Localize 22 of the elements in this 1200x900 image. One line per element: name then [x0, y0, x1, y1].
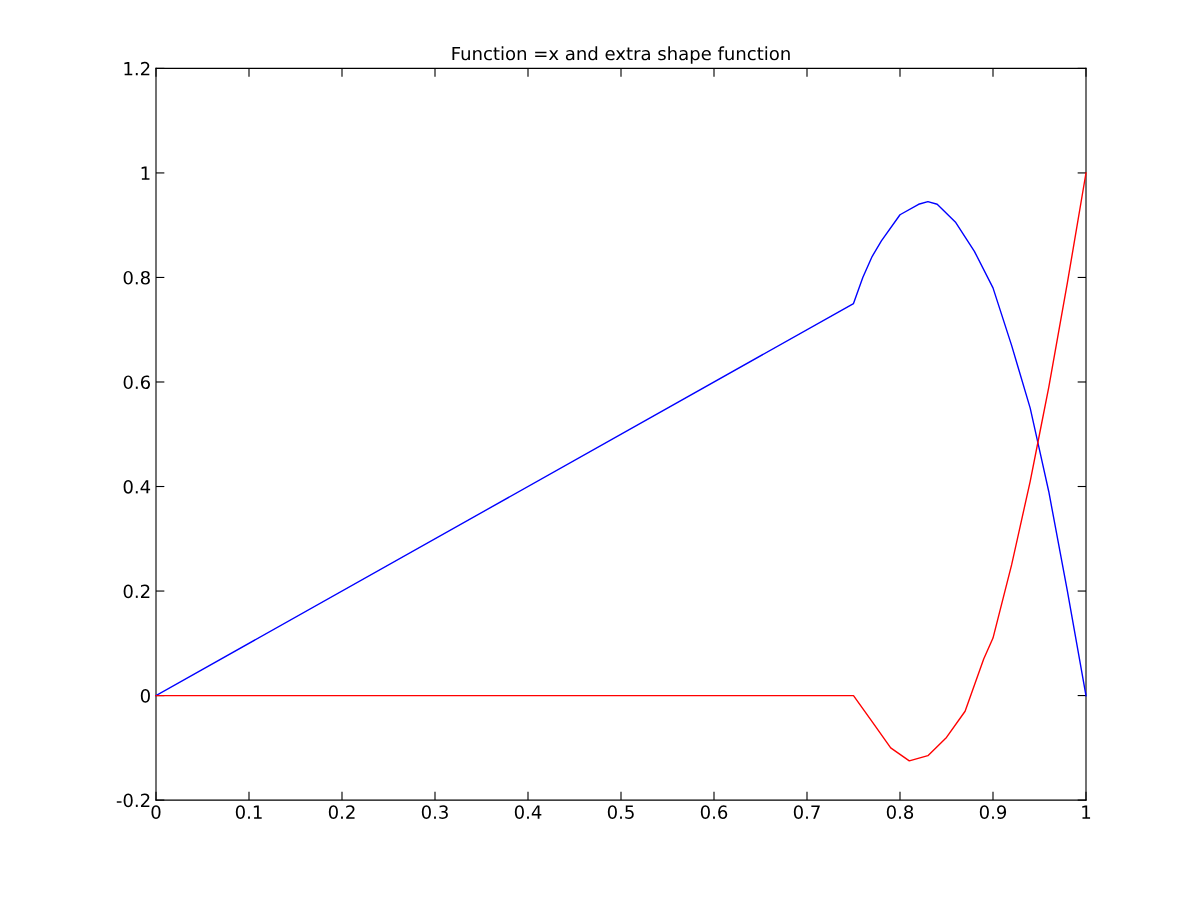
- chart-title: Function =x and extra shape function: [452, 46, 790, 64]
- x-tick-label: 0.7: [793, 805, 820, 819]
- x-tick-label: 0.6: [700, 805, 728, 819]
- x-tick-label: 0.2: [328, 805, 355, 819]
- y-tick-label: -0.2: [116, 793, 150, 808]
- x-tick-label: 0.5: [607, 805, 634, 819]
- y-tick-label: 0.2: [123, 584, 150, 599]
- x-tick-label: 0: [151, 805, 161, 819]
- x-tick-label: 0.9: [979, 805, 1007, 819]
- y-tick-label: 1.2: [124, 61, 150, 76]
- line-series: [155, 172, 1087, 762]
- y-tick-label: 0.4: [123, 479, 151, 494]
- x-tick-label: 0.8: [886, 805, 914, 819]
- line-series: [155, 200, 1087, 697]
- x-tick-label: 0.4: [514, 805, 542, 819]
- y-tick-label: 0: [140, 689, 150, 703]
- y-tick-label: 1: [141, 166, 150, 180]
- x-tick-label: 1: [1082, 805, 1091, 819]
- x-tick-label: 0.1: [235, 805, 262, 819]
- y-tick-label: 0.8: [123, 270, 150, 285]
- x-tick-label: 0.3: [421, 805, 448, 819]
- y-tick-label: 0.6: [123, 375, 150, 390]
